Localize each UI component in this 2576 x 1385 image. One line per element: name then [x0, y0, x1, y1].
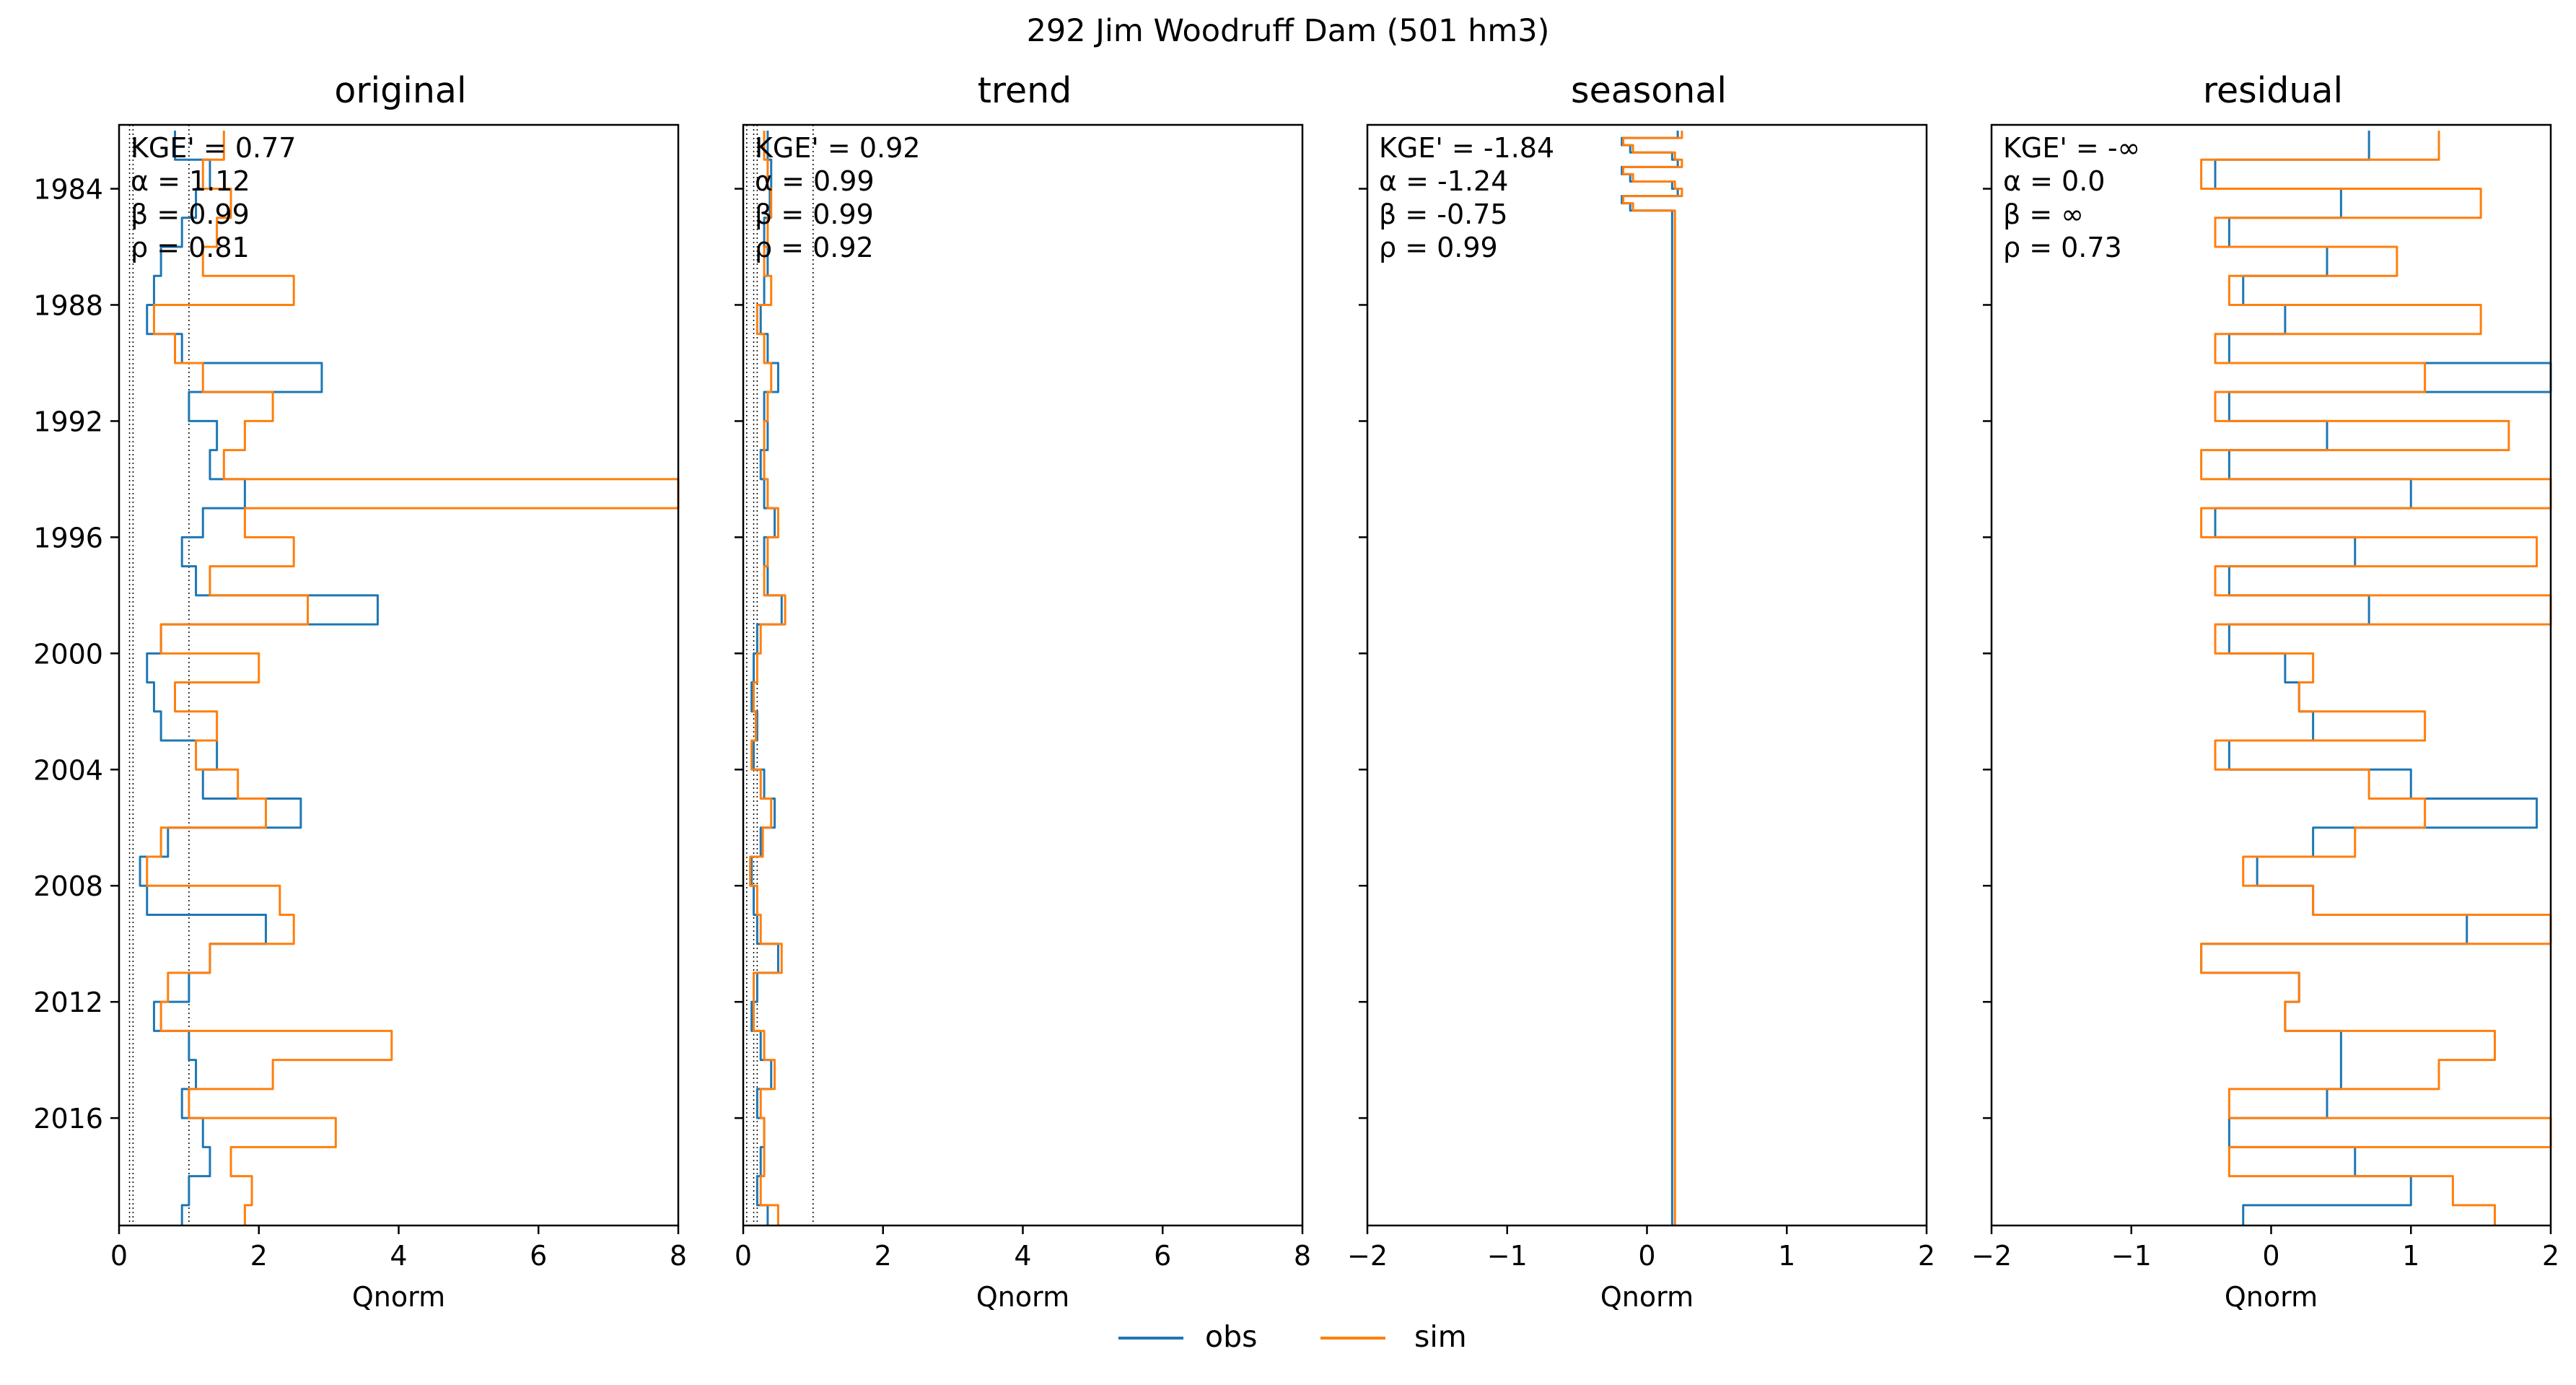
x-tick-label: 4 [390, 1240, 407, 1272]
x-tick-label: 0 [735, 1240, 752, 1272]
metric-annotation: ρ = 0.92 [755, 232, 874, 263]
series-line-sim [749, 131, 787, 1225]
x-axis-label: Qnorm [2225, 1281, 2318, 1313]
x-tick-label: 0 [2262, 1240, 2279, 1272]
x-tick-label: −1 [2111, 1240, 2152, 1272]
metric-annotation: α = 0.0 [2003, 165, 2105, 197]
series-line-sim [2200, 131, 2552, 1225]
x-tick-label: 2 [875, 1240, 892, 1272]
x-axis-label: Qnorm [352, 1281, 445, 1313]
panel-title-seasonal: seasonal [1571, 70, 1727, 111]
panel-title-trend: trend [977, 70, 1072, 111]
y-tick-label: 1988 [33, 289, 103, 321]
metric-annotation: β = -0.75 [1379, 198, 1508, 230]
metric-annotation: KGE' = -1.84 [1379, 132, 1554, 164]
metric-annotation: ρ = 0.81 [131, 232, 250, 263]
y-tick-label: 2000 [33, 638, 103, 670]
x-tick-label: 2 [250, 1240, 268, 1272]
y-tick-label: 1984 [33, 174, 103, 206]
x-axis-label: Qnorm [976, 1281, 1069, 1313]
x-tick-label: 0 [110, 1240, 128, 1272]
legend: obs sim [1111, 1318, 1486, 1361]
x-tick-label: 2 [1918, 1240, 1935, 1272]
x-tick-label: 8 [1294, 1240, 1311, 1272]
series-line-sim [1622, 131, 1683, 1225]
y-tick-label: 2004 [33, 754, 103, 786]
series-line-obs [2200, 131, 2552, 1225]
metric-annotation: α = -1.24 [1379, 165, 1508, 197]
metric-annotation: β = 0.99 [755, 198, 874, 230]
x-tick-label: −2 [1347, 1240, 1388, 1272]
legend-label-obs: obs [1205, 1319, 1258, 1354]
metric-annotation: KGE' = -∞ [2003, 132, 2140, 164]
x-tick-label: 0 [1638, 1240, 1655, 1272]
y-tick-label: 1996 [33, 522, 103, 554]
x-tick-label: −2 [1971, 1240, 2012, 1272]
x-tick-label: −1 [1487, 1240, 1528, 1272]
y-tick-label: 2008 [33, 870, 103, 902]
y-tick-label: 2012 [33, 987, 103, 1018]
metric-annotation: KGE' = 0.77 [131, 132, 296, 164]
legend-swatch-sim [1320, 1337, 1385, 1340]
metric-annotation: β = 0.99 [131, 198, 250, 230]
metric-annotation: ρ = 0.99 [1379, 232, 1498, 263]
x-tick-label: 8 [670, 1240, 687, 1272]
y-tick-label: 2016 [33, 1103, 103, 1135]
y-tick-label: 1992 [33, 406, 103, 437]
metric-annotation: ρ = 0.73 [2003, 232, 2122, 263]
x-tick-label: 1 [1778, 1240, 1795, 1272]
x-tick-label: 6 [1154, 1240, 1171, 1272]
series-line-obs [139, 131, 379, 1225]
panel-title-original: original [334, 70, 467, 111]
x-tick-label: 6 [530, 1240, 547, 1272]
x-tick-label: 4 [1014, 1240, 1031, 1272]
panel-title-residual: residual [2202, 70, 2344, 111]
metric-annotation: α = 1.12 [131, 165, 250, 197]
x-tick-label: 1 [2402, 1240, 2419, 1272]
series-line-sim [146, 131, 680, 1225]
metric-annotation: β = ∞ [2003, 198, 2084, 230]
x-axis-label: Qnorm [1600, 1281, 1694, 1313]
metric-annotation: α = 0.99 [755, 165, 875, 197]
legend-label-sim: sim [1414, 1319, 1467, 1354]
figure-title: 292 Jim Woodruff Dam (501 hm3) [1026, 13, 1550, 49]
x-tick-label: 2 [2542, 1240, 2559, 1272]
legend-swatch-obs [1118, 1337, 1183, 1340]
metric-annotation: KGE' = 0.92 [755, 132, 920, 164]
